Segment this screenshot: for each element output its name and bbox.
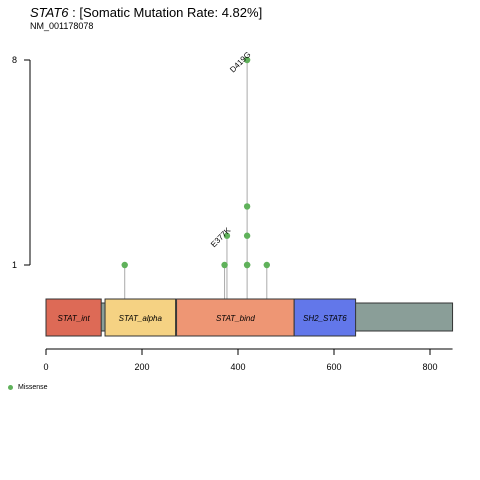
chart-title: STAT6 : [Somatic Mutation Rate: 4.82%]	[30, 5, 262, 20]
domain-label: STAT_bind	[216, 314, 255, 323]
y-tick-label: 8	[12, 55, 17, 65]
x-tick-label: 0	[43, 362, 48, 372]
x-tick-label: 600	[326, 362, 341, 372]
mutation-point	[223, 232, 231, 239]
x-tick-label: 400	[230, 362, 245, 372]
legend-missense-label: Missense	[18, 384, 48, 391]
domain-label: SH2_STAT6	[303, 314, 347, 323]
mutation-point	[243, 56, 251, 64]
mutation-point	[121, 261, 128, 269]
domain-stat-alpha	[104, 298, 177, 337]
mutation-point	[221, 261, 228, 269]
domain-label: STAT_int	[58, 314, 91, 323]
domain-label: STAT_alpha	[119, 314, 163, 323]
mutation-rate: : [Somatic Mutation Rate: 4.82%]	[68, 5, 263, 20]
mutation-point	[243, 232, 251, 239]
legend-missense-dot	[8, 385, 13, 390]
mutation-point	[263, 261, 270, 269]
gene-name: STAT6	[30, 5, 69, 20]
legend: Missense	[8, 384, 48, 391]
transcript-id: NM_001178078	[30, 21, 94, 31]
x-tick-label: 800	[422, 362, 437, 372]
domain-stat-bind	[176, 298, 295, 337]
domain-stat-int	[45, 298, 102, 337]
x-tick-label: 200	[134, 362, 149, 372]
y-tick-label: 1	[12, 260, 17, 270]
mutation-point	[243, 261, 251, 269]
mutation-point	[243, 203, 251, 210]
domain-sh2-stat6	[293, 298, 357, 337]
